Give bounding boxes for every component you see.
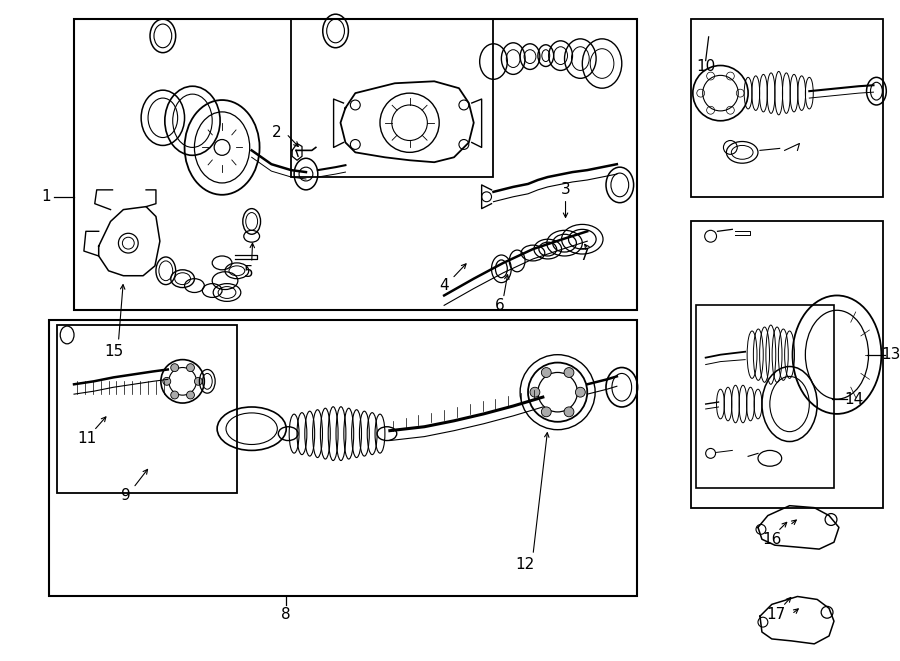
Circle shape <box>194 377 202 385</box>
Text: 11: 11 <box>77 431 96 446</box>
Text: 17: 17 <box>766 607 786 622</box>
Text: 1: 1 <box>41 189 51 204</box>
Circle shape <box>564 407 574 417</box>
Circle shape <box>171 364 178 371</box>
Circle shape <box>186 391 194 399</box>
Bar <box>50 320 636 596</box>
Bar <box>696 305 834 488</box>
Text: 10: 10 <box>696 59 716 74</box>
Text: 2: 2 <box>272 125 281 140</box>
Bar <box>58 325 237 493</box>
Text: 4: 4 <box>439 278 449 293</box>
Text: 9: 9 <box>122 488 131 503</box>
Text: 14: 14 <box>844 391 863 407</box>
Circle shape <box>163 377 171 385</box>
Circle shape <box>171 391 178 399</box>
Circle shape <box>541 407 551 417</box>
Text: 7: 7 <box>580 249 590 264</box>
Circle shape <box>186 364 194 371</box>
Circle shape <box>541 368 551 377</box>
Bar <box>691 221 883 508</box>
Text: 8: 8 <box>282 607 291 622</box>
Text: 3: 3 <box>561 182 571 198</box>
Text: 16: 16 <box>762 531 781 547</box>
Circle shape <box>564 368 574 377</box>
Text: 13: 13 <box>881 347 900 362</box>
Bar <box>691 19 883 197</box>
Text: 12: 12 <box>516 557 535 572</box>
Text: 5: 5 <box>244 265 254 280</box>
Circle shape <box>530 387 540 397</box>
Bar <box>292 19 493 177</box>
Text: 15: 15 <box>104 344 123 359</box>
Text: 6: 6 <box>494 298 504 313</box>
Bar <box>74 19 636 310</box>
Circle shape <box>575 387 585 397</box>
